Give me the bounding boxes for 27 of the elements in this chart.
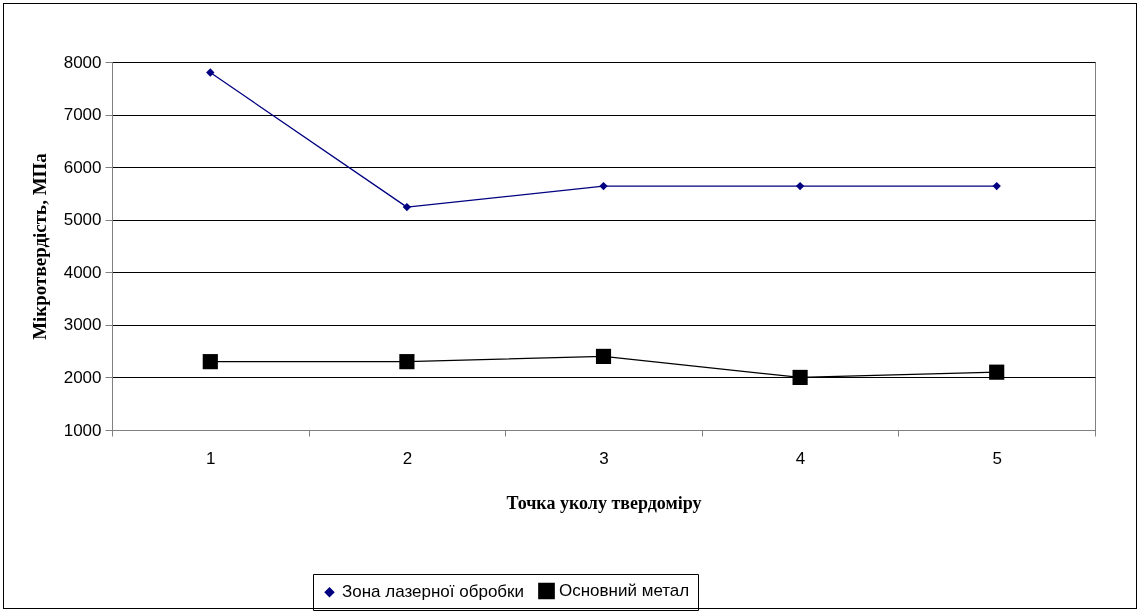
point [795,181,805,191]
y-tick-label: 1000 [63,420,102,440]
y-tick-label: 7000 [63,105,102,125]
y-tick-label: 3000 [63,315,102,335]
point [792,369,808,386]
legend-label: Зона лазерної обробки [342,582,525,602]
point [399,354,415,370]
point [599,181,608,191]
y-axis-title: Мікротвердість, МПа [28,152,50,340]
x-axis-title: Точка уколу твердоміру [506,492,702,513]
point [202,354,218,370]
point [992,181,1001,191]
y-tick-label: 4000 [63,262,102,282]
point [206,68,215,77]
x-tick-label: 4 [795,448,806,468]
x-tick-label: 5 [992,448,1002,468]
legend-label: Основний метал [559,580,690,600]
x-tick-label: 2 [402,448,413,468]
point [989,364,1005,380]
y-tick-label: 8000 [63,52,102,72]
point [595,348,612,364]
point [402,202,412,212]
y-tick-label: 2000 [63,367,102,387]
y-tick-label: 6000 [63,157,102,177]
x-tick-label: 1 [206,448,216,468]
y-tick-label: 5000 [63,210,102,230]
x-tick-label: 3 [599,448,609,468]
